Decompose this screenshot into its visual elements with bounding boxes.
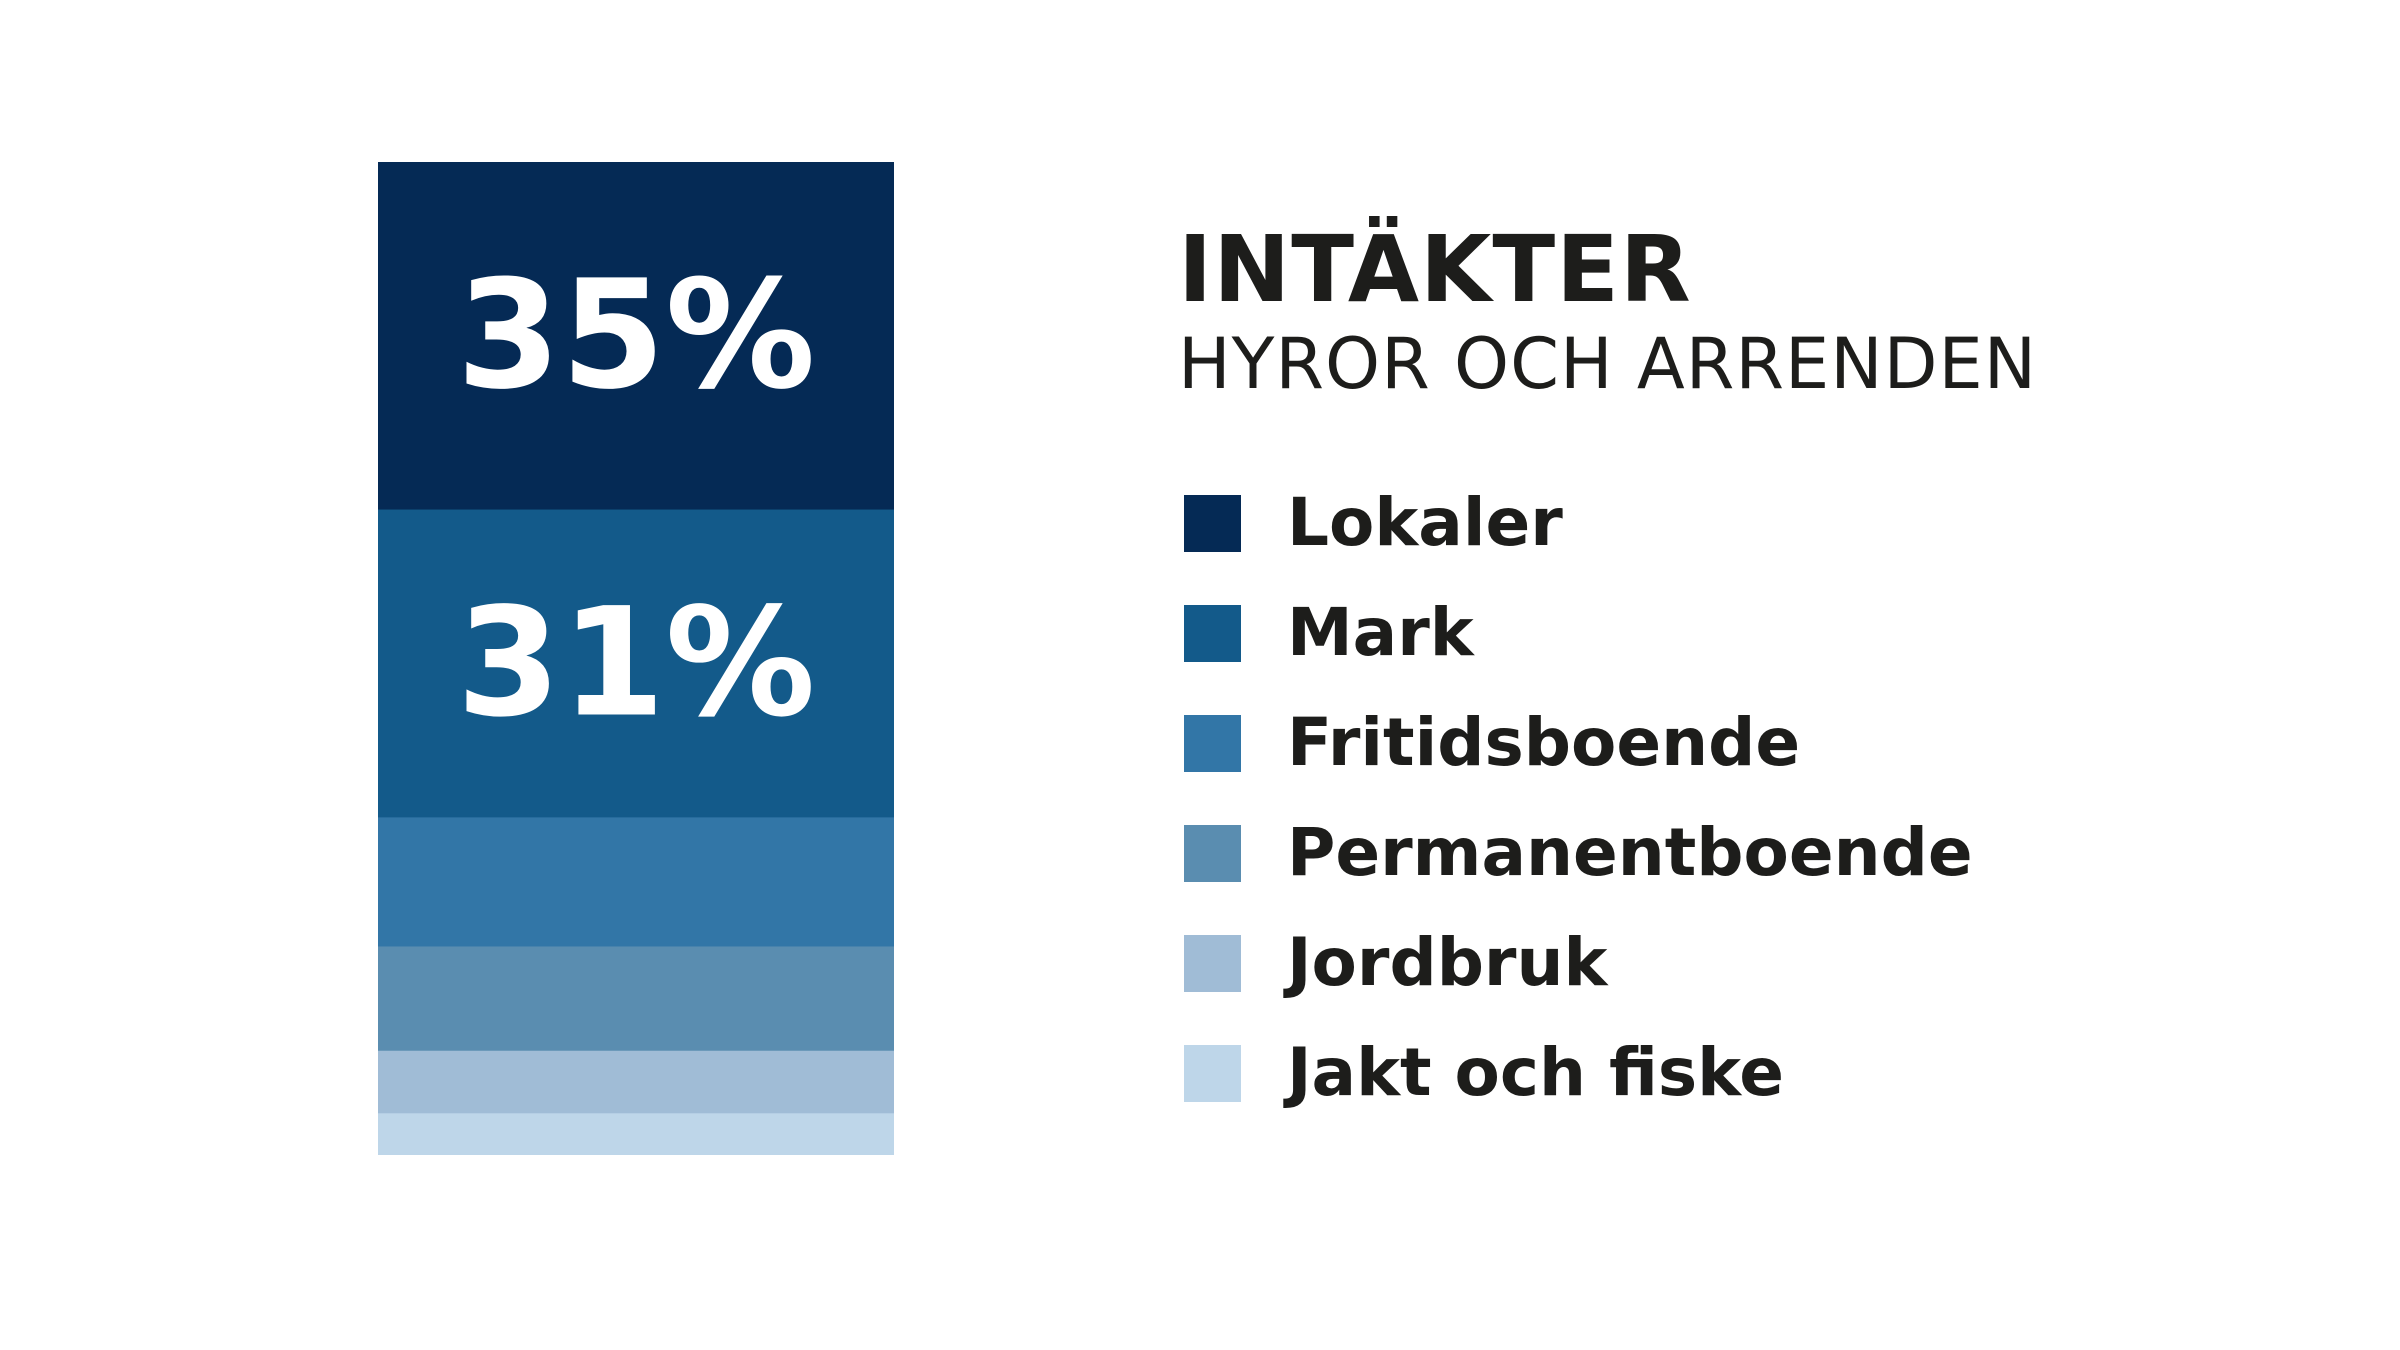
chart-legend: Lokaler Mark Fritidsboende Permanentboende J…: [1184, 468, 2364, 1128]
legend-label-jakt-och-fiske: Jakt och fiske: [1287, 1034, 1785, 1111]
chart-subtitle: HYROR OCH ARRENDEN: [1178, 323, 2038, 405]
chart-heading: INTÄKTER HYROR OCH ARRENDEN: [1178, 216, 2358, 405]
legend-label-mark: Mark: [1287, 594, 1474, 671]
legend-label-lokaler: Lokaler: [1287, 484, 1563, 561]
bar-segment-permanentboende: [378, 946, 894, 1052]
legend-item-mark: Mark: [1184, 578, 2364, 688]
legend-swatch-mark: [1184, 604, 1241, 662]
bar-segment-mark: [378, 509, 894, 818]
legend-swatch-jordbruk: [1184, 934, 1241, 992]
legend-swatch-lokaler: [1184, 494, 1241, 552]
legend-item-lokaler: Lokaler: [1184, 468, 2364, 578]
bar-segment-jordbruk: [378, 1050, 894, 1114]
legend-swatch-fritidsboende: [1184, 714, 1241, 772]
legend-swatch-permanentboende: [1184, 824, 1241, 882]
chart-title: INTÄKTER: [1178, 216, 1692, 323]
bar-segment-jakt-och-fiske: [378, 1113, 894, 1155]
legend-label-permanentboende: Permanentboende: [1287, 814, 1973, 891]
legend-item-jakt-och-fiske: Jakt och fiske: [1184, 1018, 2364, 1128]
legend-swatch-jakt-och-fiske: [1184, 1044, 1241, 1102]
legend-item-fritidsboende: Fritidsboende: [1184, 688, 2364, 798]
bar-segment-fritidsboende: [378, 817, 894, 948]
segment-label-mark: 31%: [456, 576, 815, 750]
legend-label-jordbruk: Jordbruk: [1287, 924, 1608, 1001]
legend-item-jordbruk: Jordbruk: [1184, 908, 2364, 1018]
segment-label-lokaler: 35%: [456, 249, 815, 423]
legend-label-fritidsboende: Fritidsboende: [1287, 704, 1801, 781]
legend-item-permanentboende: Permanentboende: [1184, 798, 2364, 908]
stacked-bar-chart: 35% 31%: [378, 162, 894, 1155]
bar-segment-lokaler: [378, 162, 894, 511]
